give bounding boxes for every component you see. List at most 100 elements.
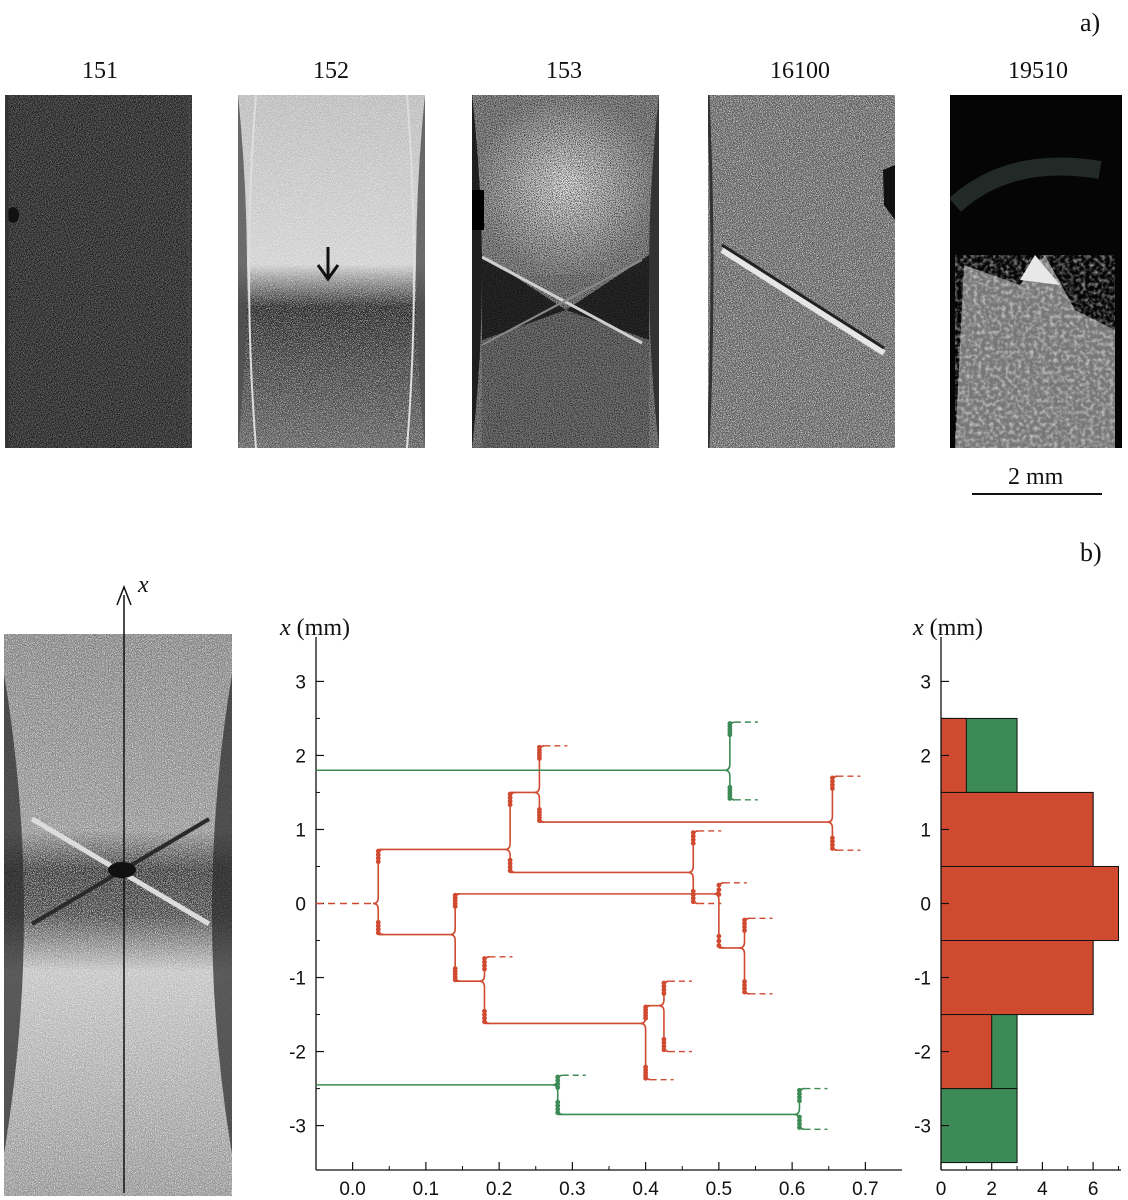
timeline-ytick-label: 2 [295,746,306,767]
front-dot [716,933,722,939]
front-dot [830,775,835,781]
front-dot [830,782,835,788]
front-dot [742,982,747,988]
front-dot [797,1098,802,1104]
front-dot [482,1008,487,1014]
front-dot [375,926,381,932]
hist-ytick-label: 1 [920,820,931,841]
front-dot [507,864,513,870]
front-dot [482,963,487,968]
front-dot [452,966,458,972]
hist-xtick-label: 4 [1037,1179,1048,1200]
front-dot [555,1074,561,1080]
specimen-image [4,634,232,1196]
frame-label-153: 153 [546,58,582,84]
front-branch-down [688,871,699,905]
scale-bar [972,493,1102,495]
front-dot [742,924,747,930]
front-dot [555,1103,561,1109]
timeline-ytick-label: 0 [295,895,306,916]
hist-bar-red [940,865,1119,942]
timeline-xtick-label: 0.7 [852,1179,878,1200]
front-dot [555,1078,561,1083]
front-dot [830,846,835,851]
front-dot [375,852,381,858]
scale-bar-label: 2 mm [1008,464,1064,490]
hist-ytick-label: 0 [920,895,931,916]
frame-label-152: 152 [313,58,349,84]
specimen-axis [116,584,132,1193]
frame-image-151 [5,95,192,448]
front-dot [507,857,513,863]
front-dot [507,798,513,804]
front-dot [716,887,722,893]
front-dot [507,795,513,801]
timeline-xtick-label: 0.5 [706,1179,732,1200]
front-dot [537,756,542,761]
front-dot [375,923,381,929]
panel-a-label: a) [1080,8,1101,37]
front-dot [690,895,696,901]
front-dot [661,984,667,989]
front-dot [555,1085,561,1090]
front-dot [661,980,667,986]
timeline-xtick-label: 0.4 [632,1179,659,1200]
front-dot [375,859,381,865]
timeline-ytick-label: -3 [289,1117,306,1138]
hist-ytick-label: -3 [914,1117,931,1138]
hist-ytick-label: -2 [914,1043,931,1064]
timeline-ytick-label: 1 [295,820,306,841]
front-dot [643,1064,649,1070]
frame-image-153 [472,95,659,448]
front-dot [742,986,747,991]
hist-y-title-var: x [912,615,924,641]
front-branch-up [534,745,545,794]
front-dot [727,784,733,790]
front-dot [742,979,747,984]
front-dot [716,892,722,897]
front-dot [830,779,835,784]
front-dot [690,837,696,843]
front-dot [830,835,835,841]
hist-bar-green [940,1088,1018,1164]
front-dot [742,928,747,933]
hist-bar-red [940,940,1094,1016]
timeline-xtick-label: 0.1 [413,1179,439,1200]
timeline-ytick-label: -2 [289,1043,306,1064]
specimen-axis-label: x [138,572,149,598]
front-dot [797,1094,802,1100]
front-branch-up [688,830,699,874]
front-branch-down [640,1022,651,1081]
front-dot [690,833,696,839]
frame-image-16100 [708,95,895,448]
front-dot [661,1036,667,1042]
hist-xtick-label: 0 [936,1179,947,1200]
front-dot [716,943,722,948]
frame-image-152 [238,95,425,448]
frame-label-151: 151 [82,58,118,84]
front-dot [661,1043,667,1049]
timeline-y-title-unit: (mm) [291,615,350,641]
front-dot [482,956,487,961]
front-dot [727,732,733,738]
frame-image-19510 [950,95,1122,448]
front-dot [661,987,667,993]
timeline-y-title-var: x [279,615,291,641]
front-dot [797,1087,802,1093]
front-dot [742,989,747,995]
front-branch-up [724,721,735,772]
front-dot [555,1099,561,1105]
front-dot [797,1121,802,1127]
front-branch-up [827,775,838,823]
timeline-ytick-label: -1 [289,969,306,990]
front-dot [537,807,542,812]
timeline-xtick-label: 0.0 [339,1179,365,1200]
front-dot [643,1015,649,1021]
front-dot [797,1118,802,1123]
front-dot [797,1125,802,1130]
front-dot [742,921,747,926]
front-dot [507,802,513,808]
front-dot [690,888,696,894]
front-dot [555,1106,561,1112]
